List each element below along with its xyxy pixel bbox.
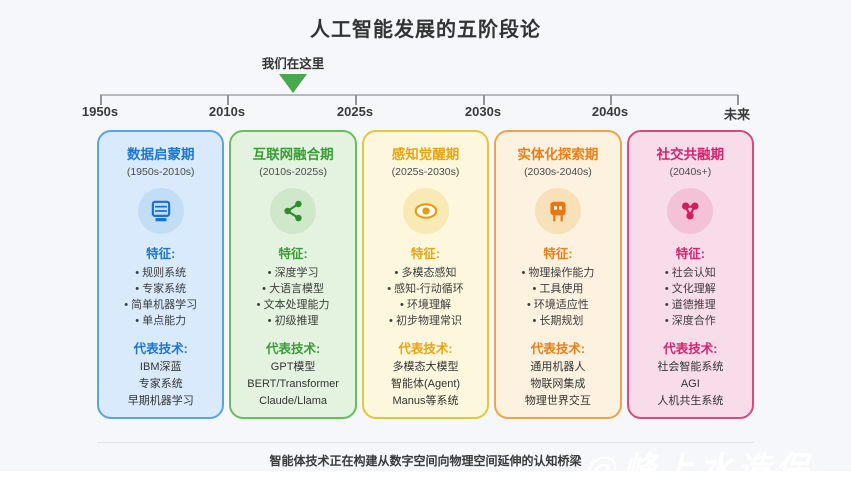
- tech-item: Manus等系统: [392, 395, 459, 407]
- stage-period: (2010s-2025s): [259, 166, 327, 178]
- features-list: 规则系统 专家系统 简单机器学习 单点能力: [103, 265, 218, 329]
- stage-period: (2025s-2030s): [391, 166, 460, 178]
- timeline-tick: [100, 95, 102, 105]
- footer-divider: [97, 442, 754, 443]
- feature-item: 深度合作: [633, 313, 748, 329]
- stage-period: (1950s-2010s): [126, 166, 195, 178]
- watermark: @峰上水造保: [585, 449, 813, 488]
- robot-icon: [534, 188, 581, 234]
- tech-list: 多模态大模型 智能体(Agent) Manus等系统: [368, 359, 483, 410]
- tech-label: 代表技术:: [133, 342, 188, 356]
- tech-list: 社会智能系统 AGI 人机共生系统: [633, 359, 748, 410]
- tech-list: IBM深蓝 专家系统 早期机器学习: [103, 359, 218, 410]
- tech-item: 物理世界交互: [524, 395, 591, 407]
- timeline-label-2040s: 2040s: [591, 104, 629, 119]
- stage-cards-row: 数据启蒙期 (1950s-2010s) 特征: 规则系统 专家系统 简单机器学习…: [97, 130, 755, 419]
- tech-item: 智能体(Agent): [390, 378, 461, 390]
- tech-item: 专家系统: [138, 378, 183, 390]
- tech-item: Claude/Llama: [259, 395, 328, 407]
- tech-item: 人机共生系统: [657, 395, 724, 407]
- features-list: 深度学习 大语言模型 文本处理能力 初级推理: [235, 265, 350, 329]
- we-are-here-label: 我们在这里: [261, 57, 325, 71]
- stage-title: 互联网融合期: [252, 147, 334, 162]
- tech-item: IBM深蓝: [139, 361, 182, 373]
- tech-item: 物联网集成: [530, 378, 586, 390]
- stage-period: (2030s-2040s): [524, 166, 592, 178]
- tech-item: GPT模型: [270, 361, 316, 373]
- page-title: 人工智能发展的五阶段论: [310, 19, 541, 41]
- timeline-label-2030s: 2030s: [464, 104, 502, 119]
- features-label: 特征:: [675, 247, 705, 261]
- stage-title: 感知觉醒期: [391, 147, 460, 162]
- feature-item: 初级推理: [235, 313, 350, 329]
- features-list: 社会认知 文化理解 道德推理 深度合作: [633, 265, 748, 329]
- stage-period: (2040s+): [669, 166, 712, 178]
- feature-item: 大语言模型: [235, 281, 350, 297]
- stage-title: 实体化探索期: [517, 147, 599, 162]
- timeline-label-2025s: 2025s: [336, 104, 374, 119]
- feature-item: 深度学习: [235, 265, 350, 281]
- timeline-label-future: 未来: [723, 107, 751, 122]
- tech-list: GPT模型 BERT/Transformer Claude/Llama: [235, 359, 350, 410]
- features-label: 特征:: [146, 247, 176, 261]
- features-label: 特征:: [543, 247, 573, 261]
- share-icon: [270, 188, 317, 234]
- tech-label: 代表技术:: [398, 342, 453, 356]
- timeline-tick: [483, 95, 485, 105]
- tech-label: 代表技术:: [266, 342, 321, 356]
- stage-card-data-enlightenment: 数据启蒙期 (1950s-2010s) 特征: 规则系统 专家系统 简单机器学习…: [97, 130, 225, 419]
- features-list: 多模态感知 感知-行动循环 环境理解 初步物理常识: [368, 265, 483, 329]
- here-marker-triangle-icon: [279, 74, 307, 93]
- feature-item: 感知-行动循环: [368, 281, 483, 297]
- features-label: 特征:: [278, 247, 308, 261]
- network-icon: [667, 188, 714, 234]
- stage-card-social-symbiosis: 社交共融期 (2040s+) 特征: 社会认知 文化理解 道德推理 深度合作: [626, 130, 755, 419]
- timeline-label-2010s: 2010s: [208, 104, 246, 119]
- feature-item: 文本处理能力: [235, 297, 350, 313]
- tech-item: 社会智能系统: [657, 361, 724, 373]
- feature-item: 环境理解: [368, 297, 483, 313]
- feature-item: 社会认知: [633, 265, 748, 281]
- feature-item: 多模态感知: [368, 265, 483, 281]
- stage-title: 数据启蒙期: [126, 147, 195, 162]
- feature-item: 单点能力: [103, 313, 218, 329]
- stage-title: 社交共融期: [656, 147, 725, 162]
- timeline-tick: [610, 95, 612, 105]
- feature-item: 专家系统: [103, 281, 218, 297]
- tech-item: 通用机器人: [530, 361, 586, 373]
- footer-caption: 智能体技术正在构建从数字空间向物理空间延伸的认知桥梁: [269, 454, 582, 468]
- server-icon: [137, 188, 184, 234]
- feature-item: 规则系统: [103, 265, 218, 281]
- feature-item: 文化理解: [633, 281, 748, 297]
- stage-card-perception-awakening: 感知觉醒期 (2025s-2030s) 特征: 多模态感知 感知-行动循环 环境…: [361, 130, 490, 419]
- tech-item: AGI: [680, 378, 700, 390]
- feature-item: 道德推理: [633, 297, 748, 313]
- eye-icon: [402, 188, 449, 234]
- stage-card-embodied-exploration: 实体化探索期 (2030s-2040s) 特征: 物理操作能力 工具使用 环境适…: [494, 130, 622, 419]
- features-list: 物理操作能力 工具使用 环境适应性 长期规划: [500, 265, 615, 329]
- features-label: 特征:: [410, 247, 441, 261]
- feature-item: 长期规划: [500, 313, 615, 329]
- tech-item: 早期机器学习: [127, 395, 194, 407]
- timeline-label-1950s: 1950s: [81, 104, 119, 119]
- tech-item: BERT/Transformer: [247, 378, 339, 390]
- timeline-tick: [737, 95, 739, 105]
- tech-list: 通用机器人 物联网集成 物理世界交互: [500, 359, 615, 410]
- tech-label: 代表技术:: [663, 342, 718, 356]
- stage-card-internet-fusion: 互联网融合期 (2010s-2025s) 特征: 深度学习 大语言模型 文本处理…: [229, 130, 357, 419]
- tech-item: 多模态大模型: [392, 361, 459, 373]
- bottom-strip: [0, 471, 851, 500]
- timeline-tick: [227, 95, 229, 105]
- feature-item: 物理操作能力: [500, 265, 615, 281]
- feature-item: 工具使用: [500, 281, 615, 297]
- feature-item: 环境适应性: [500, 297, 615, 313]
- tech-label: 代表技术:: [530, 342, 585, 356]
- timeline-tick: [355, 95, 357, 105]
- timeline-axis: [100, 94, 738, 96]
- feature-item: 初步物理常识: [368, 313, 483, 329]
- feature-item: 简单机器学习: [103, 297, 218, 313]
